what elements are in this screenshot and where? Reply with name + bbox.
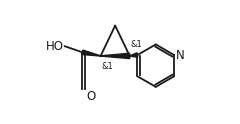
Text: &1: &1 bbox=[131, 40, 143, 49]
Polygon shape bbox=[130, 53, 138, 57]
Text: &1: &1 bbox=[102, 62, 114, 71]
Polygon shape bbox=[101, 53, 130, 59]
Polygon shape bbox=[82, 50, 101, 56]
Text: HO: HO bbox=[46, 40, 64, 53]
Text: N: N bbox=[176, 48, 185, 62]
Text: O: O bbox=[87, 90, 96, 103]
